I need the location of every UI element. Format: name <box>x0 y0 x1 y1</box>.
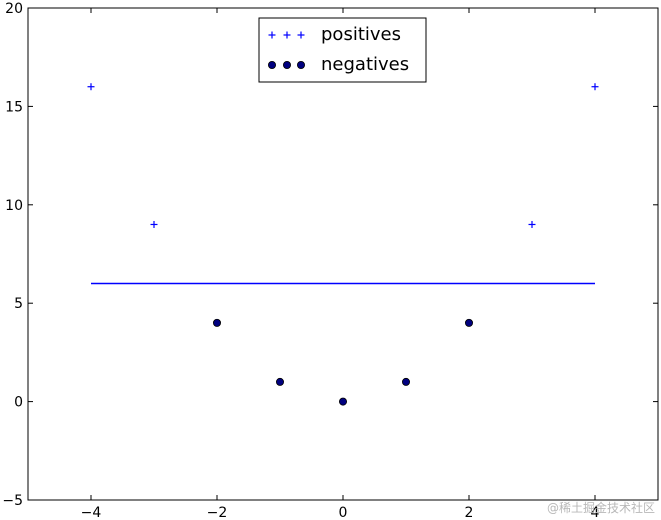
positives-point <box>528 220 536 228</box>
x-tick-label: 4 <box>591 505 600 520</box>
legend-marker <box>283 31 291 39</box>
negatives-point <box>338 397 347 406</box>
plot-frame <box>27 7 659 501</box>
y-tick-label: −5 <box>2 493 23 509</box>
legend-label: positives <box>321 24 401 45</box>
negatives-point <box>464 318 473 327</box>
x-tick-label: −2 <box>207 505 228 520</box>
legend-box <box>258 17 427 83</box>
watermark: @稀土掘金技术社区 <box>546 501 655 515</box>
negatives-point <box>401 377 410 386</box>
y-tick-label: 20 <box>5 1 23 17</box>
x-tick-label: −4 <box>81 505 102 520</box>
marks <box>87 83 599 406</box>
legend-label: negatives <box>321 54 409 75</box>
legend: positives negatives <box>258 17 427 83</box>
plot-area <box>27 7 659 501</box>
y-tick-label: 15 <box>5 99 23 115</box>
y-tick-label: 0 <box>14 395 23 411</box>
positives-point <box>87 83 95 91</box>
legend-marker <box>297 31 305 39</box>
legend-marker <box>268 31 276 39</box>
legend-marker <box>296 61 305 70</box>
positives-point <box>591 83 599 91</box>
y-tick-label: 5 <box>14 296 23 312</box>
negatives-point <box>275 377 284 386</box>
positives-point <box>150 220 158 228</box>
x-tick-label: 0 <box>339 505 348 520</box>
legend-marker <box>282 61 291 70</box>
legend-marker <box>267 61 276 70</box>
negatives-point <box>212 318 221 327</box>
y-tick-label: 10 <box>5 198 23 214</box>
x-tick-label: 2 <box>465 505 474 520</box>
